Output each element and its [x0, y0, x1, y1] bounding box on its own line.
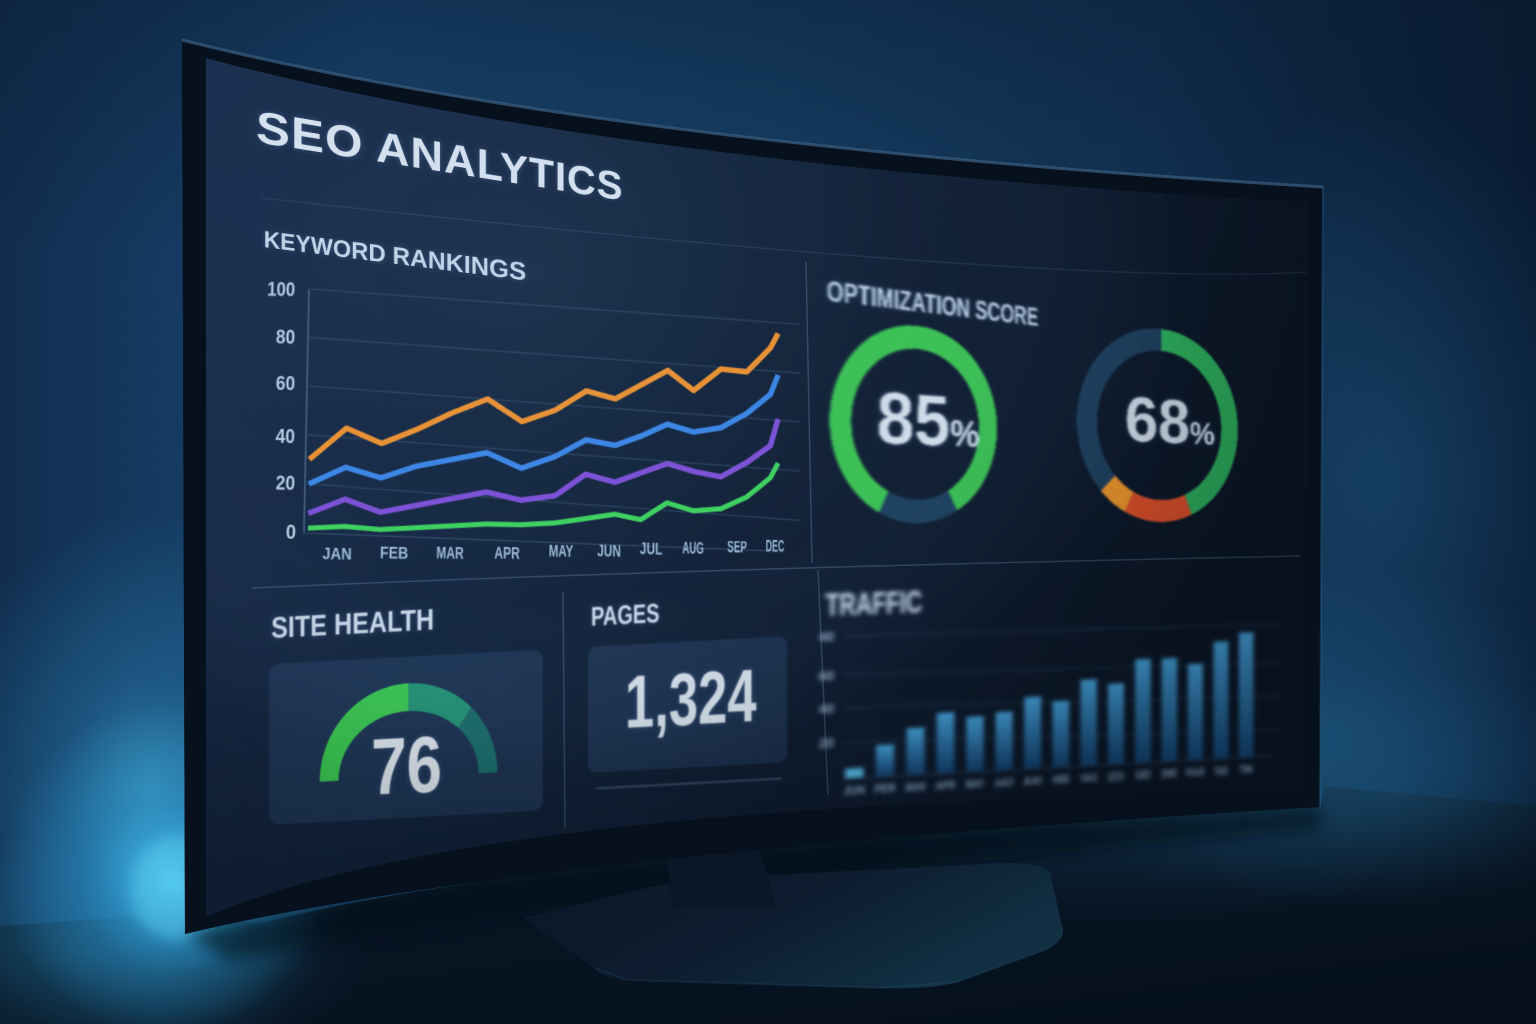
svg-text:GEI: GEI [1135, 768, 1151, 782]
svg-text:100: 100 [267, 278, 295, 301]
svg-text:AAI: AAI [1024, 773, 1042, 788]
svg-text:APR: APR [936, 778, 956, 793]
svg-text:TAD: TAD [1214, 764, 1228, 778]
svg-text:DEC: DEC [766, 538, 785, 556]
svg-text:40: 40 [819, 630, 834, 645]
svg-text:MAY: MAY [966, 776, 985, 791]
svg-text:YAO: YAO [1080, 770, 1097, 784]
svg-text:TNN: TNN [1239, 762, 1252, 776]
svg-text:JUN: JUN [597, 543, 621, 561]
svg-text:DWD: DWD [1162, 766, 1177, 780]
svg-text:JUL: JUL [640, 541, 663, 559]
svg-text:60: 60 [819, 669, 834, 685]
svg-text:60: 60 [275, 372, 295, 395]
svg-text:FAXI: FAXI [1186, 765, 1204, 779]
svg-text:MAN: MAN [906, 779, 926, 794]
svg-text:FEB: FEB [380, 545, 409, 563]
svg-text:MAR: MAR [436, 545, 464, 563]
svg-text:20: 20 [275, 472, 295, 495]
svg-text:HMD: HMD [1052, 772, 1069, 787]
svg-text:JAN: JAN [322, 546, 352, 564]
svg-text:MAY: MAY [549, 543, 574, 561]
svg-text:AUG: AUG [682, 540, 704, 558]
svg-text:SEP: SEP [727, 539, 747, 557]
svg-text:APR: APR [494, 545, 520, 563]
svg-text:IZO: IZO [1108, 769, 1124, 783]
svg-text:80: 80 [276, 326, 296, 349]
svg-text:JUN: JUN [844, 782, 866, 797]
svg-text:40: 40 [275, 425, 295, 448]
svg-text:20: 20 [819, 736, 834, 752]
svg-text:40: 40 [819, 702, 834, 718]
svg-text:AAO: AAO [995, 775, 1014, 790]
svg-text:PER: PER [874, 781, 895, 796]
svg-text:0: 0 [286, 521, 297, 544]
